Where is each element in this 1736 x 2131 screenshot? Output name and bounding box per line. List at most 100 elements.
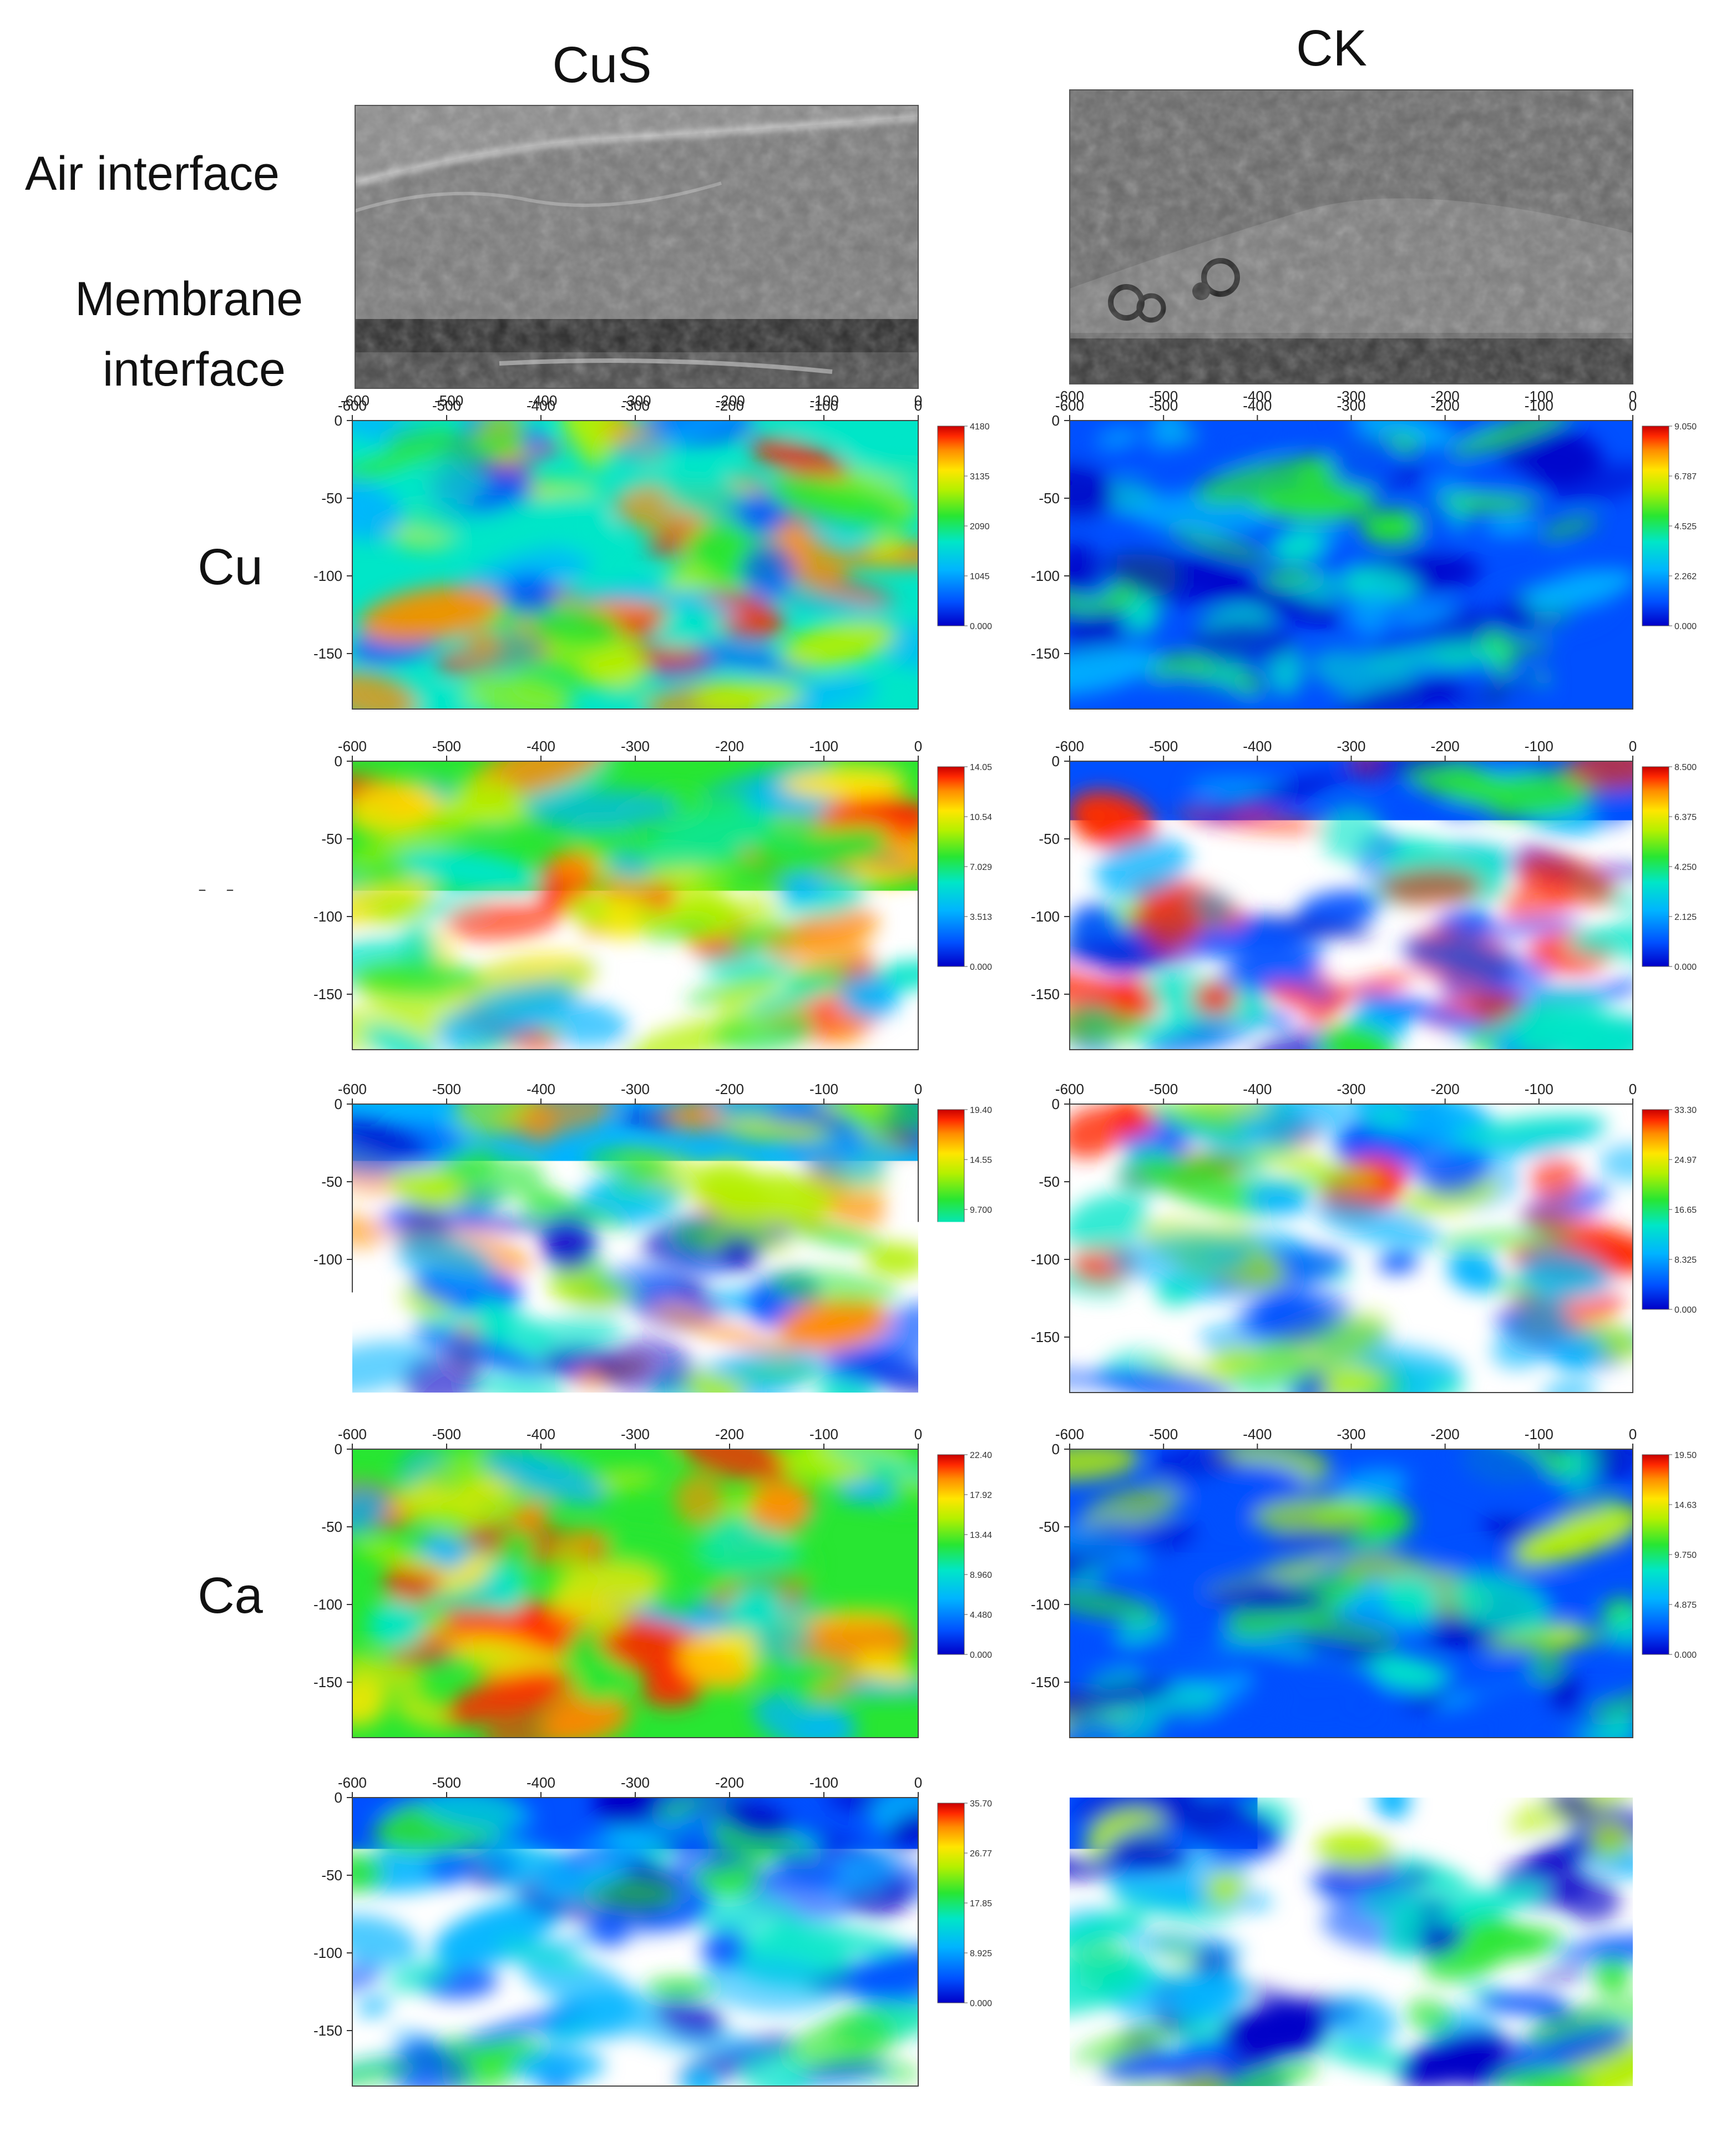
- sem-x-tick-label: -200: [716, 392, 745, 409]
- heatmap-panel-ck-fe: -600 -500 -400 -300 -200 -100 0 0 -50 -100 -150 21.…: [1002, 1763, 1703, 2118]
- x-tick-label: -100: [1525, 738, 1553, 755]
- colorbar-tick-label: 1045: [970, 572, 990, 581]
- colorbar-tick-label: 17.85: [970, 1899, 992, 1909]
- sem-x-tick-label: -200: [1431, 388, 1460, 404]
- y-tick-label: 0: [1052, 1096, 1060, 1112]
- colorbar-tick-label: 10.54: [970, 813, 992, 822]
- x-tick-label: 0: [1629, 1081, 1637, 1097]
- y-tick-label: -150: [1031, 986, 1060, 1003]
- colorbar-tick-label: 9.050: [1674, 422, 1697, 432]
- y-tick-label: -150: [1031, 2022, 1060, 2039]
- colorbar-tick-label: 16.65: [1674, 1206, 1697, 1215]
- x-tick-label: -300: [621, 1774, 650, 1791]
- x-tick-label: -200: [715, 1081, 744, 1097]
- x-tick-label: -600: [338, 1081, 367, 1097]
- y-tick-label: -150: [313, 1674, 342, 1690]
- y-tick-label: -150: [313, 2022, 342, 2039]
- sem-x-tick-label: -100: [810, 392, 839, 409]
- y-tick-label: 0: [335, 753, 342, 770]
- sem-x-tick-label: 0: [914, 392, 922, 409]
- colorbar-tick-label: 8.325: [1674, 1256, 1697, 1265]
- heatmap-panel-ck-ca: -600 -500 -400 -300 -200 -100 0 0 -50 -100 -150 19.…: [1019, 1423, 1697, 1762]
- x-tick-label: -400: [527, 1426, 555, 1442]
- x-tick-label: -100: [809, 1426, 838, 1442]
- y-tick-label: -50: [1039, 1173, 1060, 1190]
- colorbar-cus-k: 19.40 14.55 9.700 4.850 0.000: [938, 1106, 992, 1315]
- colorbar-tick-label: 4.480: [970, 1611, 992, 1620]
- colorbar-tick-label: 4.525: [1674, 522, 1697, 532]
- y-tick-label: 0: [1052, 412, 1060, 429]
- sem-x-tick-label: -600: [341, 392, 370, 409]
- x-tick-label: -500: [432, 738, 461, 755]
- x-tick-label: -400: [527, 1081, 555, 1097]
- x-tick-label: -100: [809, 738, 838, 755]
- sem-x-tick-label: -500: [434, 392, 463, 409]
- x-tick-label: -500: [432, 1426, 461, 1442]
- colorbar-tick-label: 14.63: [1674, 1501, 1697, 1510]
- x-tick-label: -100: [809, 1774, 838, 1791]
- colorbar-tick-label: 2.262: [1674, 572, 1697, 581]
- x-tick-label: 0: [914, 1774, 922, 1791]
- y-tick-label: -100: [313, 1945, 342, 1961]
- sem-x-tick-label: -600: [1055, 388, 1084, 404]
- heatmap-panel-ck-mn: -600 -500 -400 -300 -200 -100 00-50-100-1508.5…: [1013, 731, 1697, 1081]
- colorbar-tick-label: 2.125: [1674, 913, 1697, 922]
- colorbar-tick-label: 26.77: [970, 1849, 992, 1859]
- colorbar-tick-label: 33.30: [1674, 1106, 1697, 1115]
- x-tick-label: -200: [715, 1774, 744, 1791]
- y-tick-label: -150: [313, 645, 342, 662]
- x-tick-label: -600: [338, 1426, 367, 1442]
- colorbar-tick-label: 4.250: [1674, 863, 1697, 872]
- x-tick-label: -100: [1525, 1774, 1553, 1791]
- y-tick-label: 0: [1052, 753, 1060, 770]
- x-tick-label: -200: [1431, 1081, 1460, 1097]
- y-tick-label: -50: [321, 831, 342, 847]
- x-tick-label: -300: [621, 1081, 650, 1097]
- colorbar-tick-label: 0.000: [1674, 622, 1697, 631]
- colorbar-tick-label: 2090: [970, 522, 990, 532]
- y-tick-label: -100: [1031, 1596, 1060, 1613]
- y-tick-label: -150: [1031, 645, 1060, 662]
- colorbar-tick-label: 22.40: [970, 1451, 992, 1460]
- x-tick-label: -500: [1149, 1426, 1178, 1442]
- sem-x-tick-label: -500: [1149, 388, 1178, 404]
- y-tick-label: 0: [335, 1441, 342, 1457]
- element-label-ca: Ca: [198, 1567, 263, 1624]
- x-tick-label: -300: [1337, 1081, 1365, 1097]
- x-tick-label: -300: [1337, 1426, 1365, 1442]
- colorbar-tick-label: 8.960: [970, 1571, 992, 1580]
- x-tick-label: -300: [621, 1426, 650, 1442]
- element-label-fe: Fe: [200, 1916, 260, 1972]
- y-tick-label: -50: [1039, 831, 1060, 847]
- colorbar-tick-label: 5.275: [1674, 1949, 1697, 1958]
- x-tick-label: -200: [715, 1426, 744, 1442]
- x-tick-label: -400: [1243, 1081, 1272, 1097]
- sem-x-tick-label: -100: [1525, 388, 1553, 404]
- x-tick-label: -300: [621, 738, 650, 755]
- y-tick-label: 0: [335, 412, 342, 429]
- y-tick-label: 0: [335, 1096, 342, 1112]
- x-tick-label: -100: [1525, 1081, 1553, 1097]
- y-tick-label: 0: [335, 1789, 342, 1806]
- y-tick-label: 0: [1052, 1789, 1060, 1806]
- x-tick-label: -600: [338, 738, 367, 755]
- x-tick-label: -200: [715, 738, 744, 755]
- sem-x-tick-label: -300: [622, 392, 651, 409]
- colorbar-tick-label: 3135: [970, 472, 990, 482]
- colorbar-tick-label: 8.925: [970, 1949, 992, 1958]
- x-tick-label: -400: [1243, 738, 1272, 755]
- heatmap-panel-cus-mn: -600 -500 -400 -300 -200 -100 0 0 -50 -100 -150 14.…: [300, 723, 992, 1076]
- colorbar-tick-label: 6.787: [1674, 472, 1697, 482]
- x-tick-label: 0: [1629, 738, 1637, 755]
- x-tick-label: 0: [914, 1426, 922, 1442]
- colorbar-tick-label: 0.000: [970, 1305, 992, 1315]
- sem-x-tick-label: -400: [1243, 388, 1272, 404]
- y-tick-label: -150: [1031, 1329, 1060, 1345]
- colorbar-cus-cu: 4180 3135 2090 1045 0.000: [938, 422, 992, 631]
- x-tick-label: -200: [1431, 738, 1460, 755]
- element-label-cu: Cu: [198, 539, 263, 595]
- x-tick-label: -500: [432, 1774, 461, 1791]
- x-tick-label: -600: [338, 1774, 367, 1791]
- colorbar-tick-label: 0.000: [1674, 963, 1697, 972]
